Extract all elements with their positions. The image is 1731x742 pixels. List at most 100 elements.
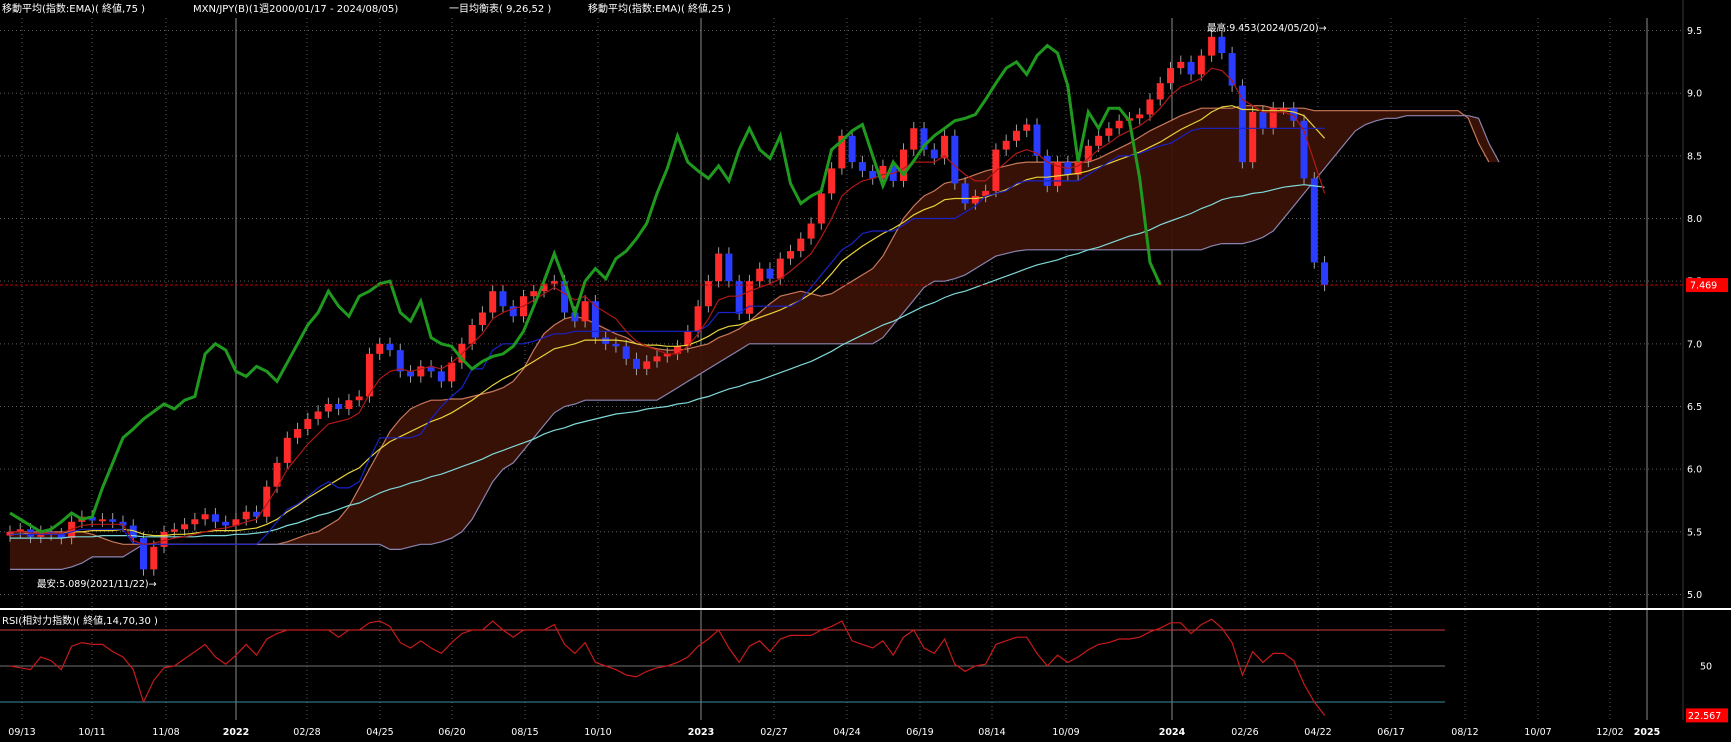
candle-down [509, 306, 517, 317]
candle-up [704, 281, 712, 307]
candle-up [365, 353, 373, 397]
candle-down [129, 525, 137, 539]
y-tick-label: 5.5 [1687, 527, 1702, 538]
y-tick-label: 8.5 [1687, 151, 1702, 162]
candle-up [1002, 140, 1010, 150]
candle-down [335, 403, 343, 409]
candle-down [407, 371, 415, 377]
candle-up [355, 396, 363, 401]
ema25-legend: 移動平均(指数:EMA)( 終値,25 ) [588, 2, 731, 15]
current-price-label: 7.469 [1690, 281, 1717, 292]
candle-up [1115, 120, 1123, 129]
candle-down [930, 149, 938, 159]
candle-up [941, 135, 949, 159]
candle-down [499, 291, 507, 307]
ichimoku-cloud [10, 105, 1500, 570]
y-tick-label: 8.0 [1687, 214, 1702, 225]
candle-up [653, 356, 661, 362]
x-tick-label: 10/11 [78, 727, 105, 738]
x-tick-label: 10/09 [1052, 727, 1079, 738]
x-tick-label: 09/13 [8, 727, 35, 738]
symbol-title: MXN/JPY(B)(1週2000/01/17 - 2024/08/05) [193, 3, 398, 15]
high-annotation: 最高:9.453(2024/05/20)→ [1207, 22, 1327, 34]
candle-up [1023, 124, 1031, 131]
ichimoku-legend: 一目均衡表( 9,26,52 ) [449, 2, 551, 15]
y-tick-label: 6.0 [1687, 465, 1702, 476]
candle-up [376, 343, 384, 354]
chart-grid [0, 0, 1684, 720]
x-tick-label: 06/19 [906, 727, 933, 738]
candle-down [140, 538, 148, 570]
candle-up [663, 353, 671, 357]
rsi-value-label: 22.567 [1688, 711, 1721, 722]
candle-down [1321, 262, 1329, 285]
candle-up [1167, 68, 1175, 84]
candle-down [869, 170, 877, 179]
candle-up [1095, 135, 1103, 146]
candle-up [715, 253, 723, 282]
x-tick-label: 02/26 [1231, 727, 1258, 738]
candle-down [858, 162, 866, 171]
x-tick-label: 08/15 [511, 727, 538, 738]
y-tick-label: 7.0 [1687, 339, 1702, 350]
x-tick-label: 11/08 [152, 727, 179, 738]
candle-down [1259, 111, 1267, 129]
year-tick-label: 2024 [1159, 727, 1186, 738]
candle-down [109, 519, 117, 522]
year-tick-label: 2023 [688, 727, 714, 738]
year-tick-label: 2025 [1634, 727, 1660, 738]
candle-up [1197, 55, 1205, 75]
x-tick-label: 08/14 [978, 727, 1005, 738]
candle-down [561, 281, 569, 313]
rsi-tick-label: 50 [1700, 662, 1712, 673]
candle-up [273, 462, 281, 487]
candle-up [910, 128, 918, 150]
candle-up [448, 362, 456, 382]
x-tick-label: 10/07 [1524, 727, 1551, 738]
candle-up [283, 437, 291, 463]
candle-up [1136, 114, 1144, 119]
candle-up [879, 165, 887, 179]
candle-down [725, 253, 733, 282]
candle-up [1156, 83, 1164, 100]
candle-up [807, 223, 815, 239]
y-tick-label: 9.0 [1687, 89, 1702, 100]
x-tick-label: 08/12 [1451, 727, 1478, 738]
candle-up [304, 419, 312, 430]
x-tick-label: 02/28 [293, 727, 320, 738]
candle-up [324, 403, 332, 412]
rsi-value-box [1686, 708, 1728, 723]
y-tick-label: 6.5 [1687, 402, 1702, 413]
current-price-box [1686, 278, 1728, 293]
candle-down [427, 366, 435, 372]
candle-down [622, 346, 630, 359]
candle-down [591, 301, 599, 338]
candle-up [294, 429, 302, 438]
x-tick-label: 04/22 [1304, 727, 1331, 738]
candle-up [581, 301, 589, 322]
candle-up [1054, 162, 1062, 186]
rsi-line [9, 618, 1326, 716]
candle-down [1310, 178, 1318, 263]
senkou-span-b-line [10, 115, 1500, 570]
ema75-line [10, 184, 1325, 539]
candle-up [684, 331, 692, 347]
kijun-line [10, 127, 1325, 545]
candle-down [57, 534, 65, 539]
time-axis: 09/13 10/11 11/08 2022 02/28 04/25 06/20 08/15 1… [8, 727, 1660, 738]
candle-down [1218, 36, 1226, 54]
candle-up [16, 529, 24, 532]
candle-up [314, 411, 322, 420]
candle-down [1238, 85, 1246, 163]
candle-up [1012, 130, 1020, 141]
candle-up [838, 135, 846, 169]
candle-up [1177, 61, 1185, 69]
candle-up [530, 291, 538, 297]
candle-up [468, 325, 476, 344]
candle-up [540, 283, 548, 292]
low-annotation: 最安:5.089(2021/11/22)→ [37, 578, 157, 590]
candle-down [612, 343, 620, 347]
chikou-span-line [9, 43, 1162, 534]
candle-up [181, 524, 189, 530]
